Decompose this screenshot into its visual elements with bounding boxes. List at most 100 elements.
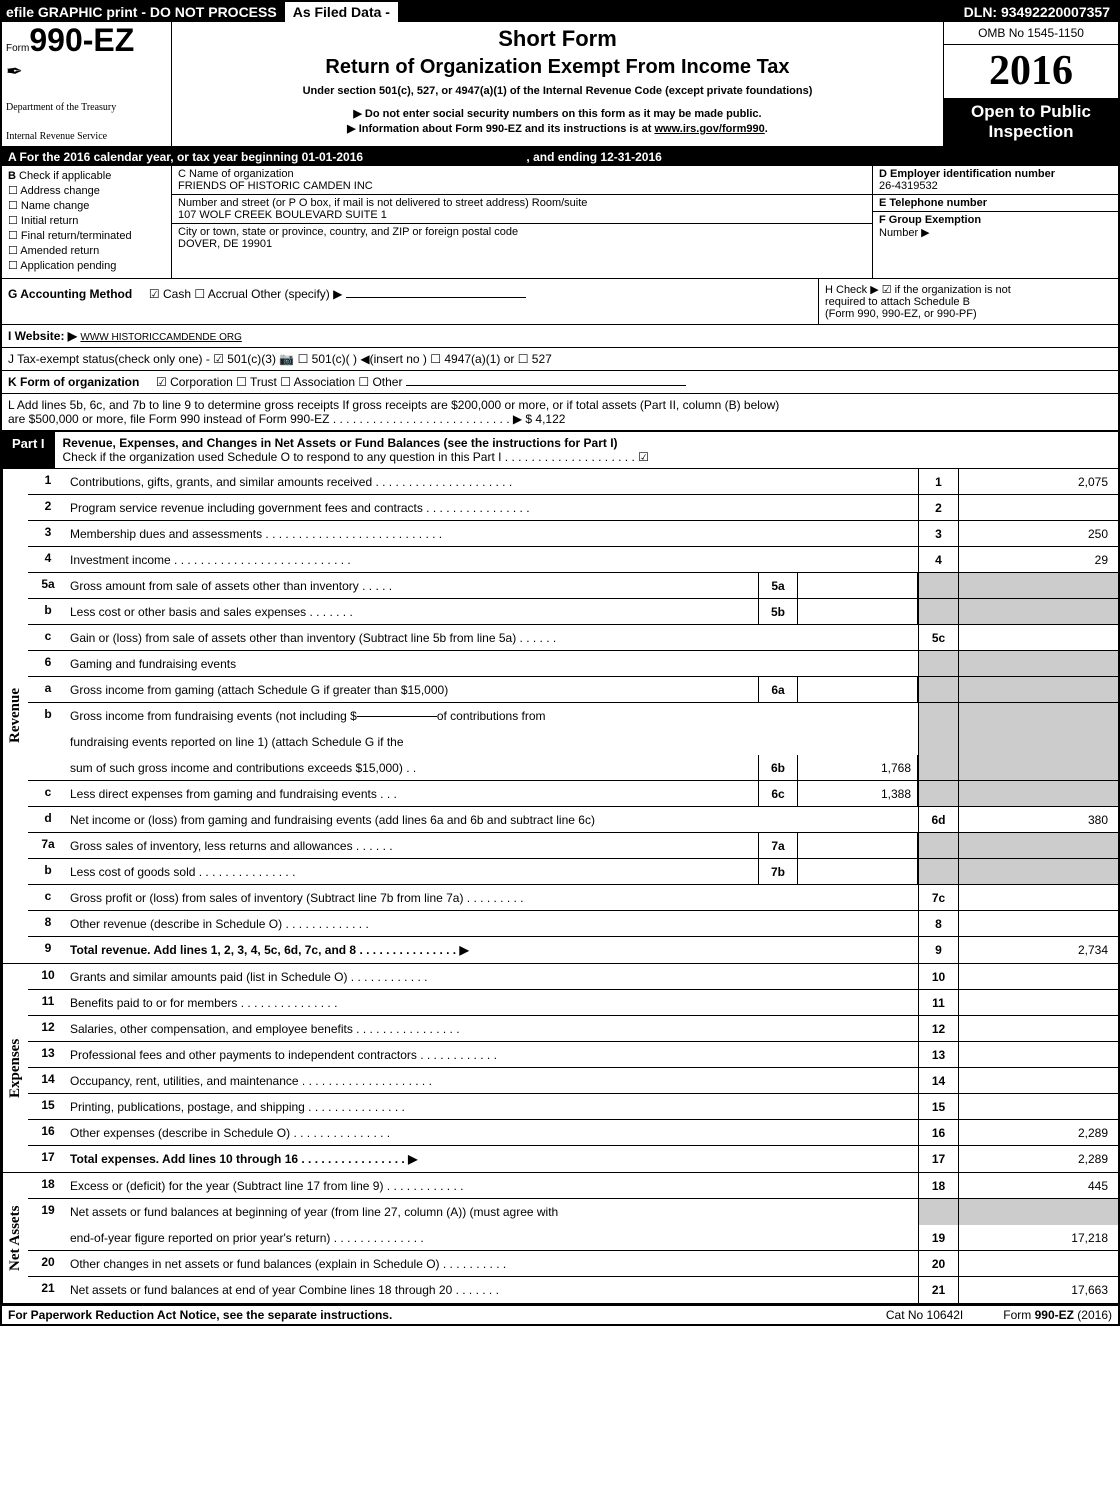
row-6b-desc4: sum of such gross income and contributio… — [68, 755, 758, 780]
row-3: 3 Membership dues and assessments . . . … — [28, 521, 1118, 547]
row-1-desc: Contributions, gifts, grants, and simila… — [68, 469, 918, 494]
row-8-desc: Other revenue (describe in Schedule O) .… — [68, 911, 918, 936]
row-1-rnum: 1 — [918, 469, 958, 494]
chk-name-change[interactable]: ☐ Name change — [8, 199, 165, 212]
c-city-val: DOVER, DE 19901 — [178, 238, 866, 250]
row-11: 11 Benefits paid to or for members . . .… — [28, 990, 1118, 1016]
short-form-title: Short Form — [180, 26, 935, 52]
row-8: 8 Other revenue (describe in Schedule O)… — [28, 911, 1118, 937]
f-grp-label: F Group Exemption — [879, 214, 1112, 226]
l-text2: are $500,000 or more, file Form 990 inst… — [8, 412, 1112, 426]
g-accounting-method: G Accounting Method ☑ Cash ☐ Accrual Oth… — [2, 279, 818, 324]
row-2: 2 Program service revenue including gove… — [28, 495, 1118, 521]
row-13-num: 13 — [28, 1042, 68, 1067]
tax-year: 2016 — [944, 45, 1118, 98]
info-about: ▶ Information about Form 990-EZ and its … — [180, 122, 935, 135]
f-grp-num: Number ▶ — [879, 226, 1112, 239]
section-bcdef: B Check if applicable ☐ Address change ☐… — [2, 166, 1118, 279]
chk-address-change[interactable]: ☐ Address change — [8, 184, 165, 197]
row-14-desc: Occupancy, rent, utilities, and maintena… — [68, 1068, 918, 1093]
row-6b-mval: 1,768 — [798, 755, 918, 780]
side-revenue: Revenue — [2, 469, 28, 963]
row-4-rval: 29 — [958, 547, 1118, 572]
i-website-val[interactable]: WWW HISTORICCAMDENDE ORG — [80, 332, 241, 343]
row-5b-mval — [798, 599, 918, 624]
row-6b-rval-shade3 — [958, 755, 1118, 780]
chk-initial-return[interactable]: ☐ Initial return — [8, 214, 165, 227]
row-19-rval-shade — [958, 1199, 1118, 1225]
chk-amended-return[interactable]: ☐ Amended return — [8, 244, 165, 257]
d-ein-label: D Employer identification number — [879, 168, 1112, 180]
row-7a-mval — [798, 833, 918, 858]
row-20-rval — [958, 1251, 1118, 1276]
row-7c: c Gross profit or (loss) from sales of i… — [28, 885, 1118, 911]
b-check-if: Check if applicable — [19, 170, 111, 182]
row-12-num: 12 — [28, 1016, 68, 1041]
c-street: Number and street (or P O box, if mail i… — [172, 195, 872, 224]
l-text1: L Add lines 5b, 6c, and 7b to line 9 to … — [8, 398, 1112, 412]
h-text3: (Form 990, 990-EZ, or 990-PF) — [825, 308, 1112, 320]
row-6: 6 Gaming and fundraising events — [28, 651, 1118, 677]
row-11-rval — [958, 990, 1118, 1015]
row-15-rval — [958, 1094, 1118, 1119]
col-cd: C Name of organization FRIENDS OF HISTOR… — [172, 166, 1118, 278]
row-17-desc: Total expenses. Add lines 10 through 16 … — [68, 1146, 918, 1172]
row-6b-mnum: 6b — [758, 755, 798, 780]
row-5a-num: 5a — [28, 573, 68, 598]
row-4-desc: Investment income . . . . . . . . . . . … — [68, 547, 918, 572]
row-11-rnum: 11 — [918, 990, 958, 1015]
row-21: 21 Net assets or fund balances at end of… — [28, 1277, 1118, 1303]
col-b-checkboxes: B Check if applicable ☐ Address change ☐… — [2, 166, 172, 278]
row-15-rnum: 15 — [918, 1094, 958, 1119]
info-period: . — [765, 123, 768, 135]
header-left: Form990-EZ ✒ Department of the Treasury … — [2, 22, 172, 146]
row-8-num: 8 — [28, 911, 68, 936]
j-text[interactable]: J Tax-exempt status(check only one) - ☑ … — [8, 352, 552, 366]
row-8-rval — [958, 911, 1118, 936]
row-19-2: end-of-year figure reported on prior yea… — [28, 1225, 1118, 1251]
row-6b-desc3: fundraising events reported on line 1) (… — [68, 729, 918, 755]
chk-final-return[interactable]: ☐ Final return/terminated — [8, 229, 165, 242]
row-8-rnum: 8 — [918, 911, 958, 936]
part-i-header: Part I Revenue, Expenses, and Changes in… — [2, 430, 1118, 468]
b-letter: B — [8, 170, 16, 182]
chk-application-pending[interactable]: ☐ Application pending — [8, 259, 165, 272]
row-16-rval: 2,289 — [958, 1120, 1118, 1145]
row-5c-rnum: 5c — [918, 625, 958, 650]
row-7c-rnum: 7c — [918, 885, 958, 910]
row-14-rval — [958, 1068, 1118, 1093]
row-7c-num: c — [28, 885, 68, 910]
row-6a-num: a — [28, 677, 68, 702]
row-19-num-blank — [28, 1225, 68, 1250]
topbar: efile GRAPHIC print - DO NOT PROCESS As … — [2, 2, 1118, 22]
row-i-website: I Website: ▶ WWW HISTORICCAMDENDE ORG — [2, 325, 1118, 348]
row-6d-rnum: 6d — [918, 807, 958, 832]
c-city: City or town, state or province, country… — [172, 224, 872, 252]
row-6c-num: c — [28, 781, 68, 806]
row-2-desc: Program service revenue including govern… — [68, 495, 918, 520]
irs-link[interactable]: www.irs.gov/form990 — [655, 123, 765, 135]
row-14: 14 Occupancy, rent, utilities, and maint… — [28, 1068, 1118, 1094]
row-19-rval: 17,218 — [958, 1225, 1118, 1250]
row-6c: c Less direct expenses from gaming and f… — [28, 781, 1118, 807]
row-6b-rval-shade2 — [958, 729, 1118, 755]
row-13-desc: Professional fees and other payments to … — [68, 1042, 918, 1067]
row-19-num: 19 — [28, 1199, 68, 1225]
row-6b-2: fundraising events reported on line 1) (… — [28, 729, 1118, 755]
row-6a-desc: Gross income from gaming (attach Schedul… — [68, 677, 758, 702]
dept-treasury: Department of the Treasury — [6, 102, 167, 113]
footer-paperwork: For Paperwork Reduction Act Notice, see … — [8, 1308, 392, 1322]
row-6d-rval: 380 — [958, 807, 1118, 832]
row-6-rnum — [918, 651, 958, 676]
row-15: 15 Printing, publications, postage, and … — [28, 1094, 1118, 1120]
row-21-desc: Net assets or fund balances at end of ye… — [68, 1277, 918, 1303]
k-options[interactable]: ☑ Corporation ☐ Trust ☐ Association ☐ Ot… — [156, 375, 402, 389]
line-a-end: , and ending 12-31-2016 — [526, 150, 661, 164]
row-5a-desc: Gross amount from sale of assets other t… — [68, 573, 758, 598]
row-7a-mnum: 7a — [758, 833, 798, 858]
row-14-rnum: 14 — [918, 1068, 958, 1093]
row-7b-num: b — [28, 859, 68, 884]
row-9-rval: 2,734 — [958, 937, 1118, 963]
e-telephone: E Telephone number — [873, 195, 1118, 212]
g-options[interactable]: ☑ Cash ☐ Accrual Other (specify) ▶ — [149, 287, 342, 301]
